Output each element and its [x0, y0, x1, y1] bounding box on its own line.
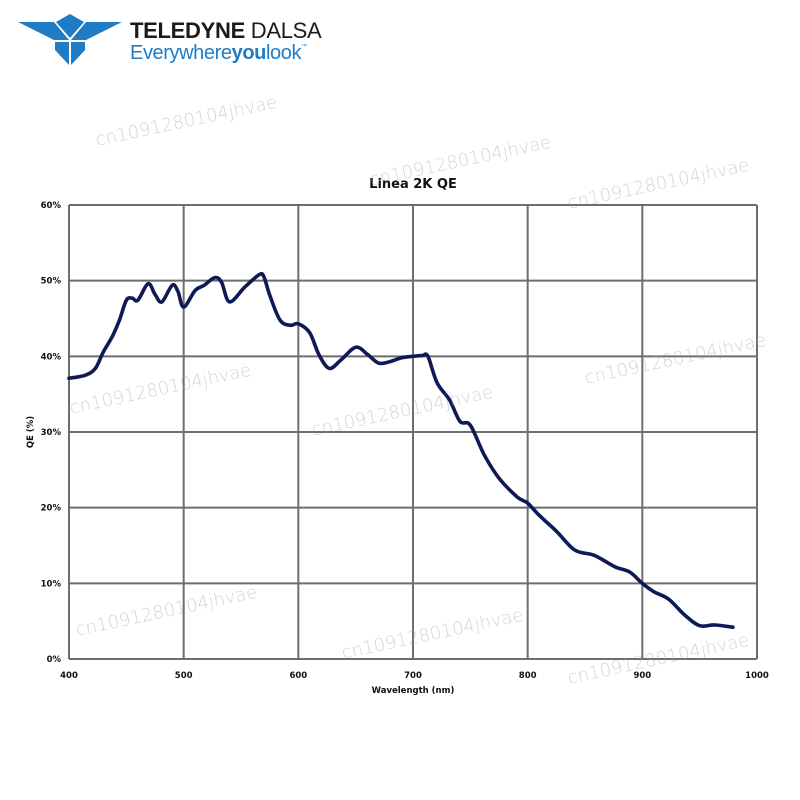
- y-tick-label: 40%: [41, 352, 62, 362]
- y-axis-ticks: 0% 10% 20% 30% 40% 50% 60%: [41, 201, 62, 665]
- x-tick-label: 800: [519, 671, 537, 681]
- x-axis-label: Wavelength (nm): [372, 686, 455, 696]
- y-axis-label: QE (%): [26, 416, 36, 448]
- tagline-bold: you: [231, 42, 267, 64]
- brand-tagline: Everywhereyoulook™: [130, 42, 307, 65]
- y-tick-label: 0%: [47, 655, 62, 665]
- teledyne-logo-mark-icon: [18, 14, 122, 65]
- y-tick-label: 30%: [41, 428, 62, 438]
- y-tick-label: 60%: [41, 201, 62, 211]
- trademark-mark: ™: [301, 44, 307, 50]
- qe-data-line: [67, 271, 735, 629]
- y-tick-label: 10%: [41, 579, 62, 589]
- brand-name-bold: TELEDYNE: [130, 18, 245, 43]
- x-tick-label: 1000: [745, 671, 769, 681]
- chart-title: Linea 2K QE: [369, 177, 457, 192]
- x-tick-label: 600: [289, 671, 307, 681]
- x-tick-label: 500: [175, 671, 193, 681]
- tagline-part1: Everywhere: [130, 42, 232, 64]
- y-tick-label: 50%: [41, 277, 62, 287]
- x-tick-label: 400: [60, 671, 78, 681]
- brand-name: TELEDYNE DALSA: [130, 18, 322, 44]
- teledyne-dalsa-logo: TELEDYNE DALSA Everywhereyoulook™: [18, 14, 348, 65]
- x-tick-label: 700: [404, 671, 422, 681]
- tagline-part2: look: [265, 42, 302, 64]
- x-tick-label: 900: [633, 671, 651, 681]
- brand-name-light: DALSA: [244, 18, 322, 43]
- chart-grid: [68, 204, 758, 660]
- x-axis-ticks: 400 500 600 700 800 900 1000: [60, 671, 769, 681]
- y-tick-label: 20%: [41, 504, 62, 514]
